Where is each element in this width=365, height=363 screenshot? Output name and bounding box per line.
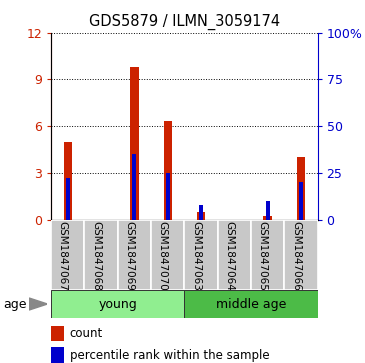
Bar xyxy=(266,201,270,220)
Bar xyxy=(199,205,203,220)
Bar xyxy=(184,220,218,290)
Text: young: young xyxy=(98,298,137,310)
Bar xyxy=(151,220,184,290)
Bar xyxy=(166,173,170,220)
Bar xyxy=(51,220,84,290)
Text: percentile rank within the sample: percentile rank within the sample xyxy=(70,349,269,362)
Text: GSM1847070: GSM1847070 xyxy=(158,221,168,291)
Bar xyxy=(66,179,70,220)
Text: GSM1847067: GSM1847067 xyxy=(58,221,68,291)
Bar xyxy=(51,290,184,318)
Bar xyxy=(132,154,137,220)
Bar xyxy=(51,347,64,363)
Text: count: count xyxy=(70,327,103,340)
Bar xyxy=(251,220,284,290)
Text: middle age: middle age xyxy=(216,298,286,310)
Bar xyxy=(284,220,318,290)
Text: GSM1847069: GSM1847069 xyxy=(124,221,134,291)
Title: GDS5879 / ILMN_3059174: GDS5879 / ILMN_3059174 xyxy=(89,14,280,30)
Bar xyxy=(218,220,251,290)
Bar xyxy=(164,122,172,220)
Polygon shape xyxy=(29,298,47,310)
Text: age: age xyxy=(4,298,27,310)
Text: GSM1847065: GSM1847065 xyxy=(258,221,268,291)
Bar xyxy=(264,216,272,220)
Bar xyxy=(84,220,118,290)
Text: GSM1847068: GSM1847068 xyxy=(91,221,101,291)
Text: GSM1847066: GSM1847066 xyxy=(291,221,301,291)
Bar xyxy=(299,182,303,220)
Text: GSM1847063: GSM1847063 xyxy=(191,221,201,291)
Bar xyxy=(118,220,151,290)
Bar xyxy=(51,326,64,341)
Bar xyxy=(297,157,305,220)
Bar xyxy=(64,142,72,220)
Bar xyxy=(130,67,139,220)
Bar xyxy=(184,290,318,318)
Bar xyxy=(197,212,205,220)
Text: GSM1847064: GSM1847064 xyxy=(224,221,234,291)
